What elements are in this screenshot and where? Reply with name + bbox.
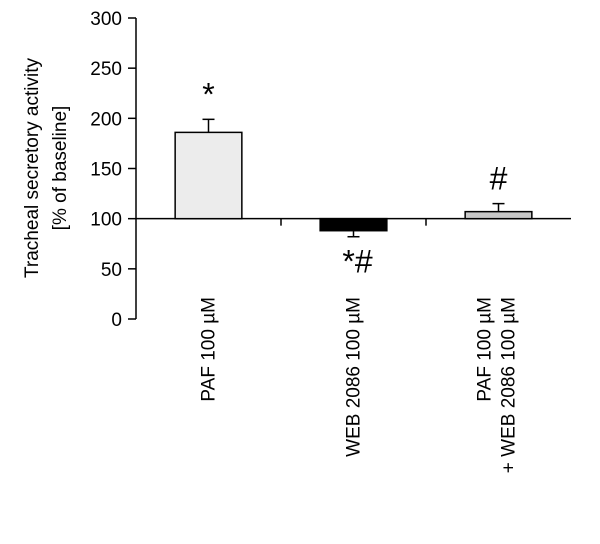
bar xyxy=(319,217,388,232)
bar xyxy=(464,210,533,220)
y-tick-label: 150 xyxy=(90,160,122,181)
y-tick-label: 250 xyxy=(90,59,122,80)
y-tick-label: 0 xyxy=(111,310,122,331)
y-tick-label: 200 xyxy=(90,109,122,130)
y-tick-label: 50 xyxy=(101,260,122,281)
category-label: PAF 100 µM xyxy=(199,297,220,402)
significance-marker: * xyxy=(202,76,214,112)
category-label: WEB 2086 100 µM xyxy=(344,297,365,457)
significance-marker: *# xyxy=(342,244,372,280)
category-labels: PAF 100 µM WEB 2086 100 µM PAF 100 µM + WEB… xyxy=(199,297,520,473)
y-axis-title: Tracheal secretory activity [% of baseli… xyxy=(22,58,71,278)
category-label-line2: + WEB 2086 100 µM xyxy=(499,297,520,473)
bar xyxy=(174,131,243,220)
y-axis-title-line1: Tracheal secretory activity xyxy=(22,58,43,278)
y-tick-label: 100 xyxy=(90,210,122,231)
y-axis-title-line2: [% of baseline] xyxy=(50,106,71,231)
y-ticks: 0 50 100 150 200 250 300 xyxy=(90,9,136,331)
significance-marker: # xyxy=(490,161,508,197)
bars: * *# # xyxy=(174,76,533,280)
y-tick-label: 300 xyxy=(90,9,122,30)
category-label: PAF 100 µM xyxy=(475,297,496,402)
